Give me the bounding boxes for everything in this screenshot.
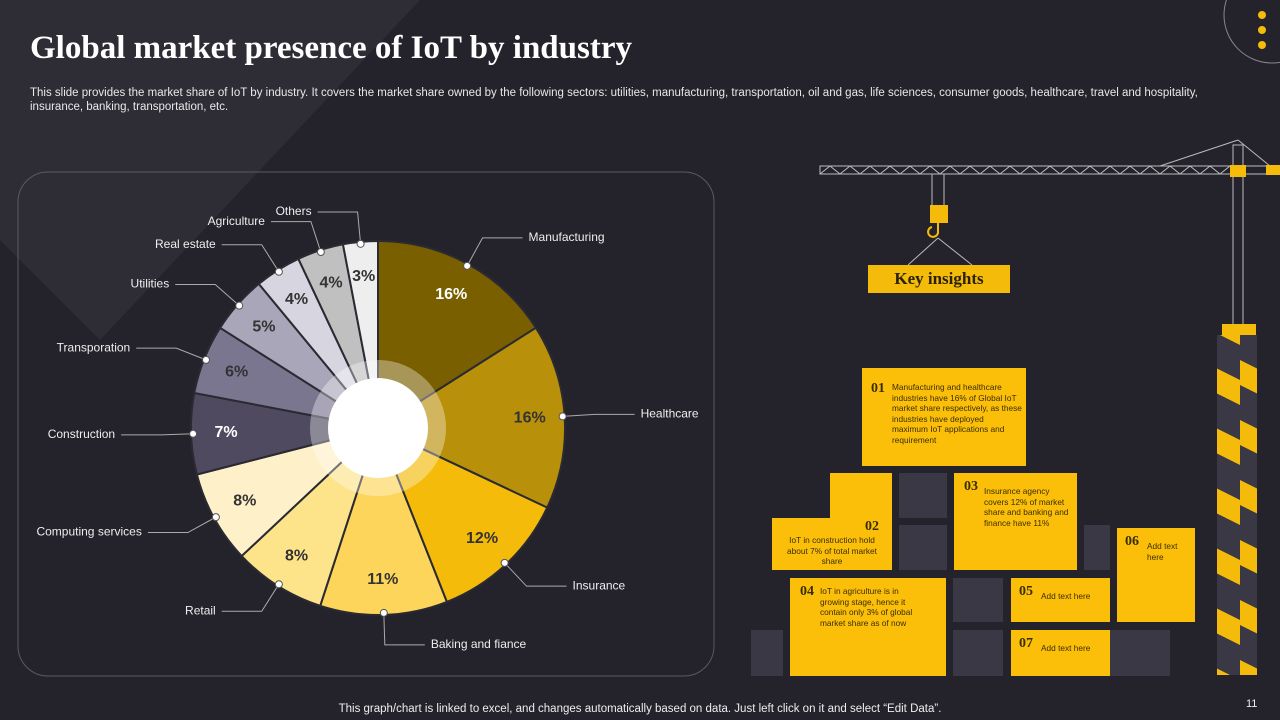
deco-dot [1258,11,1266,19]
insight-text: IoT in agriculture is in growing stage, … [820,586,913,628]
leader-dot [201,355,210,364]
leader-line [175,283,240,307]
leader-dot [463,261,472,270]
insight-box: 04 IoT in agriculture is in growing stage… [790,578,946,676]
value-label: 5% [252,319,275,336]
leader-line [121,433,194,436]
leader-line [466,237,523,267]
insights-title-box [868,265,1010,293]
insight-text: Insurance agency covers 12% of market sh… [984,486,1069,528]
panel [17,171,715,677]
insight-text: Add text here [1041,591,1091,601]
leader-dot [356,239,365,248]
category-label: Agriculture [208,214,266,228]
leader-line [562,413,635,417]
leader-dot [274,267,283,276]
category-label: Computing services [36,525,141,539]
value-label: 11% [367,571,398,588]
value-label: 8% [285,548,308,565]
category-label: Baking and fiance [431,637,527,651]
center-hole [328,378,428,478]
value-label: 4% [285,291,308,308]
insight-text: Manufacturing and healthcare industries … [892,382,1022,445]
leader-dot [274,580,283,589]
value-label: 8% [233,492,256,509]
insight-text: Add text here [1147,541,1178,562]
leader-line [317,211,362,244]
value-label: 6% [225,363,248,380]
insight-number: 07 [1019,636,1033,651]
insight-box: 06 Add text here [1117,528,1195,622]
insight-text: IoT in construction hold about 7% of tot… [787,535,877,566]
category-label: Manufacturing [529,230,605,244]
category-label: Healthcare [641,407,699,421]
insight-box-step [830,473,892,519]
insight-box: 05 Add text here [1011,578,1110,622]
hazard-pole [1217,335,1257,675]
leader-line [136,347,207,361]
leader-line [221,583,280,612]
insight-number: 06 [1125,534,1139,549]
leader-line [221,244,280,273]
page-number: 11 [1246,698,1258,710]
insight-number: 04 [800,584,814,599]
leader-line [383,612,425,646]
deco-dot [1258,41,1266,49]
category-label: Real estate [155,237,216,251]
deco-dot [1258,26,1266,34]
insight-box: 07 Add text here [1011,630,1110,676]
category-label: Insurance [573,578,626,592]
insights-title: Key insights [894,269,984,288]
leader-dot [211,513,220,522]
value-label: 4% [319,275,342,292]
insight-box: 02 IoT in construction hold about 7% of t… [772,518,892,570]
value-label: 7% [215,424,238,441]
leader-line [504,562,567,587]
insight-number: 03 [964,479,978,494]
title: Global market presence of IoT by industr… [30,30,632,66]
insight-box: 03 Insurance agency covers 12% of market … [954,473,1077,570]
deco-circle [1223,0,1280,64]
insight-text: Add text here [1041,643,1091,653]
leader-dot [379,608,388,617]
bg-shape [0,0,420,340]
footer: This graph/chart is linked to excel, and… [338,703,942,715]
leader-line [270,221,322,253]
insight-box: 01 Manufacturing and healthcare industrie… [862,368,1026,466]
value-label: 16% [435,286,467,303]
leader-dot [316,248,325,257]
value-label: 3% [352,268,375,285]
category-label: Construction [48,427,115,441]
category-label: Transporation [57,340,131,354]
category-label: Utilities [131,277,170,291]
value-label: 16% [514,410,546,427]
insight-number: 02 [865,519,879,534]
value-label: 12% [466,530,498,547]
insight-number: 05 [1019,584,1033,599]
deco-blocks [751,473,1170,676]
leader-dot [189,429,198,438]
leader-line [147,516,217,534]
leader-dot [558,412,567,421]
category-label: Retail [185,603,216,617]
insight-number: 01 [871,381,885,396]
leader-dot [500,558,509,567]
crane [819,139,1280,336]
leader-dot [235,301,244,310]
category-label: Others [276,204,312,218]
subtitle: This slide provides the market share of … [30,87,1198,113]
